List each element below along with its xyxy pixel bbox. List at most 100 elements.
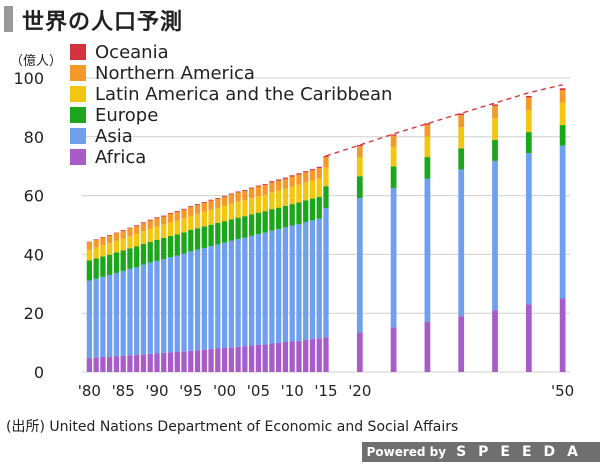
population-stacked-bar-chart: 0 20 40 60 80 100 '80 '85 '90 '95 '00 '05 '10 '15 '20… (13, 42, 574, 400)
bar-segment-oceania-1983 (107, 235, 113, 236)
bar-segment-africa-2040 (492, 310, 498, 372)
x-tick-label: '90 (145, 382, 168, 400)
bar-segment-northern-america-1993 (174, 212, 180, 221)
legend-swatch (70, 128, 86, 144)
bar-segment-africa-1985 (120, 355, 126, 372)
bar-segment-asia-2013 (309, 220, 316, 340)
bar-segment-europe-1982 (100, 256, 106, 277)
bar-segment-africa-1980 (86, 357, 93, 372)
bar-segment-europe-2004 (249, 214, 255, 236)
bar-segment-oceania-2011 (296, 173, 302, 175)
bar-segment-europe-1987 (134, 246, 140, 268)
bar-segment-oceania-2010 (289, 175, 295, 177)
speeda-logo: SPEEDA (456, 444, 590, 460)
x-tick-label: '50 (551, 382, 574, 400)
x-tick-label: '80 (78, 382, 101, 400)
bar-segment-northern-america-2005 (255, 186, 262, 197)
bar-segment-latin-america-and-the-caribbean-2006 (262, 194, 268, 212)
bar-segment-africa-2025 (390, 327, 397, 372)
bar-segment-northern-america-1987 (134, 226, 140, 235)
bar-segment-africa-2005 (255, 344, 262, 372)
bar-segment-oceania-2000 (221, 195, 228, 197)
bar-segment-oceania-2008 (276, 179, 282, 181)
y-tick-label: 80 (24, 128, 44, 147)
bar-segment-africa-1990 (154, 353, 160, 372)
bar-segment-oceania-1980 (86, 241, 93, 243)
bar-segment-latin-america-and-the-caribbean-2007 (269, 192, 275, 210)
bar-segment-northern-america-2014 (316, 167, 322, 179)
x-tick-label: '00 (213, 382, 236, 400)
bar-segment-oceania-2015 (323, 155, 329, 158)
y-tick-label: 20 (24, 304, 44, 323)
bar-segment-oceania-2001 (228, 193, 234, 195)
bar-segment-asia-2000 (221, 242, 228, 348)
legend-swatch (70, 44, 86, 60)
bar-segment-europe-1983 (107, 254, 113, 275)
bar-segment-northern-america-1984 (113, 233, 120, 241)
bar-segment-asia-2045 (525, 152, 532, 305)
bar-segment-northern-america-1988 (140, 223, 147, 232)
y-tick-label: 60 (24, 187, 44, 206)
y-tick-label: 0 (34, 363, 44, 382)
bar-segment-europe-2014 (316, 196, 322, 219)
bar-segment-oceania-2045 (525, 95, 532, 98)
x-tick-label: '85 (112, 382, 135, 400)
bar-segment-europe-1980 (86, 260, 93, 281)
legend-label: Africa (95, 147, 146, 168)
bar-segment-africa-2045 (525, 304, 532, 372)
bar-segment-africa-2004 (249, 345, 255, 372)
bar-segment-europe-2006 (262, 211, 268, 233)
bar-segment-africa-2020 (356, 332, 363, 372)
bar-segment-asia-2001 (228, 240, 234, 348)
bar-segment-europe-1986 (127, 248, 133, 269)
bar-segment-asia-1984 (113, 272, 120, 357)
bar-segment-asia-2006 (262, 232, 268, 345)
bar-segment-europe-2015 (323, 186, 329, 208)
bar-segment-northern-america-2015 (323, 157, 329, 168)
bar-segment-asia-2008 (276, 229, 282, 343)
bar-segment-asia-2004 (249, 235, 255, 346)
bar-segment-latin-america-and-the-caribbean-2011 (296, 184, 302, 203)
bar-segment-oceania-2020 (356, 145, 363, 147)
bar-segment-europe-1998 (208, 224, 214, 247)
bar-segment-africa-1999 (215, 348, 221, 372)
bar-segment-africa-1989 (147, 353, 153, 372)
bar-segment-latin-america-and-the-caribbean-2014 (316, 178, 322, 197)
bar-segment-asia-1996 (194, 249, 201, 351)
bar-segment-europe-2025 (390, 166, 397, 188)
bar-segment-northern-america-1981 (93, 239, 99, 248)
bar-segment-northern-america-1989 (147, 220, 153, 229)
bar-segment-asia-1998 (208, 246, 214, 350)
bar-segment-northern-america-2035 (458, 115, 465, 128)
bar-segment-africa-1981 (93, 357, 99, 372)
bar-segment-asia-1987 (134, 267, 140, 355)
bar-segment-latin-america-and-the-caribbean-2045 (525, 110, 532, 133)
bar-segment-northern-america-2050 (559, 90, 566, 103)
bar-segment-europe-1995 (188, 230, 194, 252)
bar-segment-northern-america-2006 (262, 185, 268, 195)
bar-segment-europe-1993 (174, 234, 180, 256)
bar-segment-africa-2035 (458, 316, 465, 372)
bar-segment-oceania-2004 (249, 187, 255, 189)
bar-segment-africa-2001 (228, 347, 234, 372)
bar-segment-africa-2008 (276, 342, 282, 372)
legend-label: Northern America (95, 63, 255, 84)
bar-segment-europe-1989 (147, 241, 153, 263)
bar-segment-africa-2002 (235, 346, 241, 372)
y-axis-unit-label: （億人） (10, 54, 63, 69)
bar-segment-northern-america-1991 (161, 216, 167, 225)
bar-segment-latin-america-and-the-caribbean-1980 (86, 249, 93, 261)
bar-segment-asia-2011 (296, 224, 302, 341)
bar-segment-europe-2020 (356, 176, 363, 198)
bar-segment-africa-1992 (167, 352, 174, 372)
bar-segment-latin-america-and-the-caribbean-1993 (174, 220, 180, 235)
bar-segment-europe-1996 (194, 228, 201, 250)
source-note: (出所) United Nations Department of Econom… (6, 419, 459, 435)
bar-segment-asia-2050 (559, 145, 566, 299)
bar-segment-oceania-1993 (174, 211, 180, 213)
bar-segment-asia-2003 (242, 237, 248, 347)
bar-segment-europe-2001 (228, 219, 234, 241)
bar-segment-oceania-2035 (458, 113, 465, 116)
bar-segment-northern-america-2045 (525, 97, 532, 111)
bar-segment-africa-1988 (140, 354, 147, 372)
